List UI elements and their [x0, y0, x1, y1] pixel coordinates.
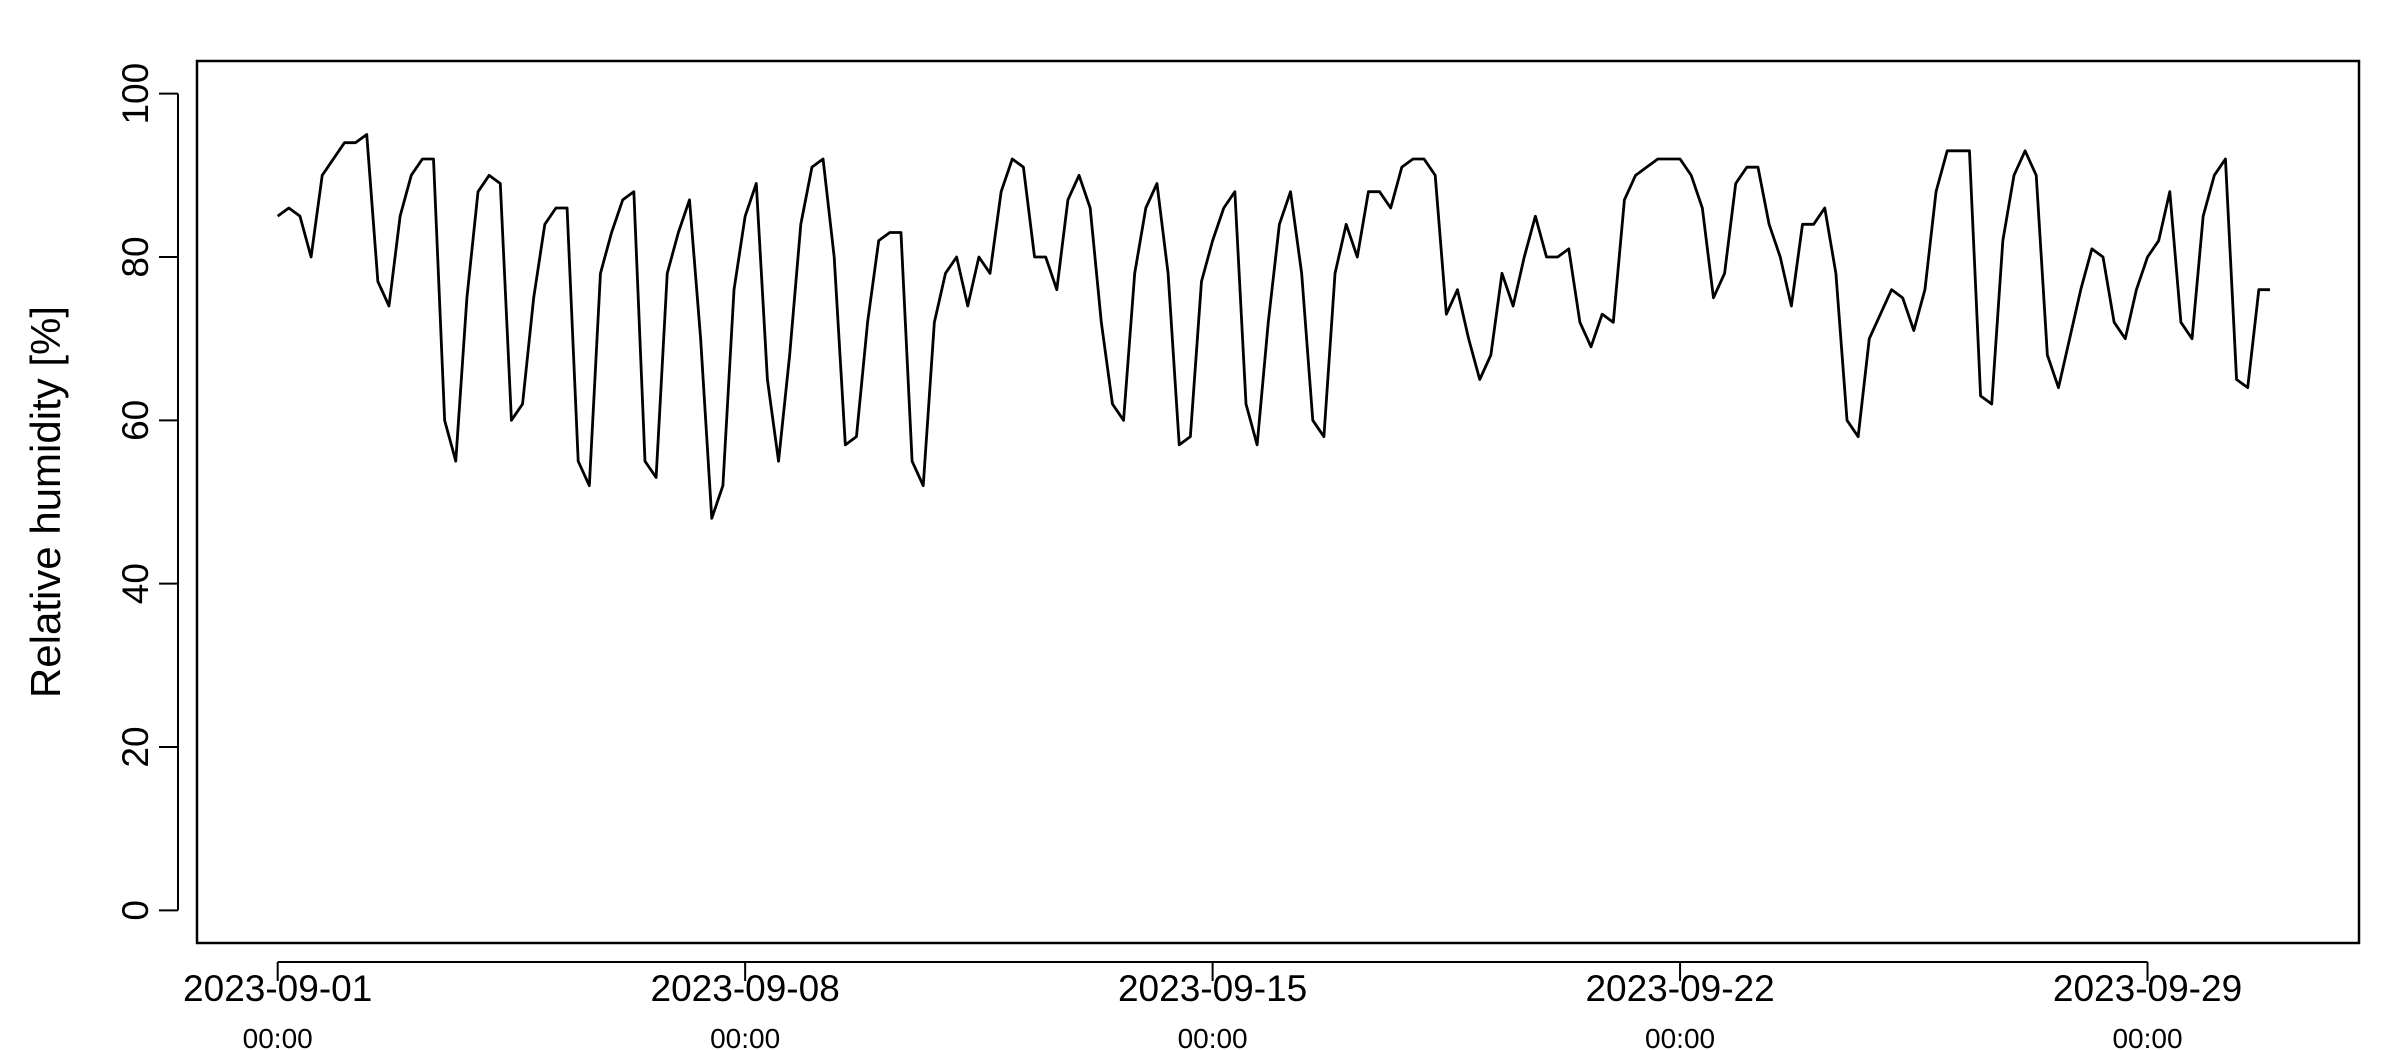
x-tick-sublabel: 00:00 — [1178, 1023, 1248, 1050]
x-tick-label: 2023-09-08 — [651, 968, 840, 1009]
x-tick-sublabel: 00:00 — [2112, 1023, 2182, 1050]
y-tick-label: 0 — [115, 900, 156, 921]
y-tick-label: 100 — [115, 63, 156, 125]
y-axis-label: Relative humidity [%] — [22, 306, 69, 698]
x-tick-label: 2023-09-15 — [1118, 968, 1307, 1009]
data-line — [276, 133, 2270, 520]
plot-frame — [195, 59, 2361, 945]
x-tick-sublabel: 00:00 — [710, 1023, 780, 1050]
y-tick-label: 60 — [115, 400, 156, 441]
x-tick-label: 2023-09-22 — [1585, 968, 1774, 1009]
y-tick-label: 40 — [115, 563, 156, 604]
x-tick-sublabel: 00:00 — [243, 1023, 313, 1050]
x-tick-sublabel: 00:00 — [1645, 1023, 1715, 1050]
x-tick-label: 2023-09-29 — [2053, 968, 2242, 1009]
y-tick-label: 20 — [115, 726, 156, 767]
y-tick-label: 80 — [115, 236, 156, 277]
x-tick-label: 2023-09-01 — [183, 968, 372, 1009]
